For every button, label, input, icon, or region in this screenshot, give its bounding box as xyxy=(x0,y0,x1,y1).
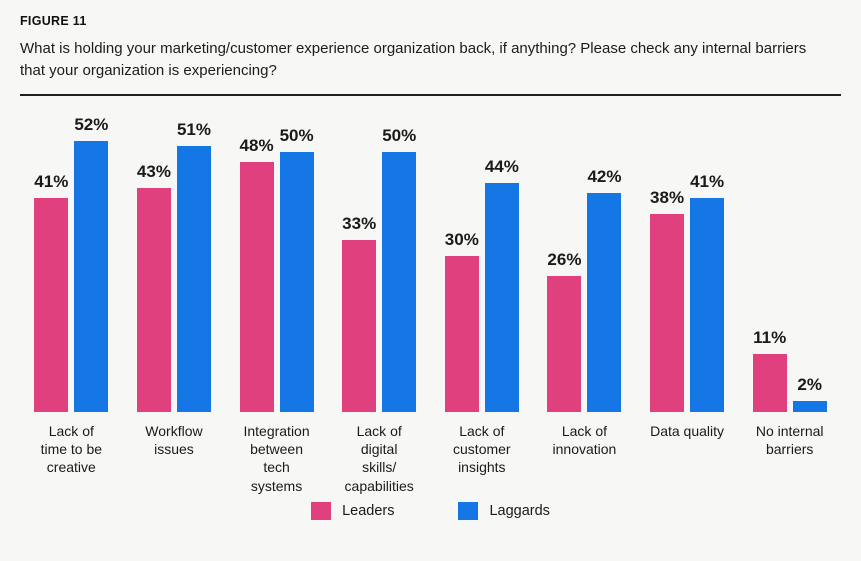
category-label: Lack of digital skills/ capabilities xyxy=(344,422,414,494)
value-label: 30% xyxy=(444,229,479,249)
value-label: 44% xyxy=(484,156,519,176)
bar-group: 11% 2% No internal barriers xyxy=(738,110,841,500)
bar-wrap-laggards: 50% xyxy=(382,126,416,412)
value-label: 2% xyxy=(797,375,822,395)
bar-wrap-laggards: 51% xyxy=(176,120,211,412)
bar-group: 33% 50% Lack of digital skills/ capabiliti… xyxy=(328,110,431,500)
bars-row: 48% 50% xyxy=(237,110,317,412)
bar-wrap-leaders: 43% xyxy=(137,162,171,412)
category-label: Data quality xyxy=(650,422,725,439)
value-label: 43% xyxy=(136,161,171,181)
bar-wrap-leaders: 48% xyxy=(240,136,274,412)
legend-label: Leaders xyxy=(342,502,395,519)
bar-wrap-leaders: 11% xyxy=(752,328,787,412)
divider xyxy=(20,93,841,96)
bars-row: 33% 50% xyxy=(339,110,419,412)
bar-leaders xyxy=(34,198,69,412)
value-label: 11% xyxy=(753,328,787,348)
bars-row: 38% 41% xyxy=(647,110,727,412)
bar-laggards xyxy=(279,151,314,412)
bar-wrap-laggards: 44% xyxy=(485,157,519,412)
legend-swatch-leaders xyxy=(311,501,332,520)
bar-group: 26% 42% Lack of innovation xyxy=(533,110,636,500)
bar-leaders xyxy=(547,276,582,412)
figure-label: FIGURE 11 xyxy=(20,14,87,28)
legend-item-laggards: Laggards xyxy=(458,501,550,520)
bar-wrap-leaders: 33% xyxy=(342,214,376,412)
bar-leaders xyxy=(239,161,274,412)
bar-laggards xyxy=(587,193,622,412)
value-label: 41% xyxy=(690,172,725,192)
bar-wrap-laggards: 41% xyxy=(690,172,725,412)
value-label: 52% xyxy=(74,115,109,135)
bars-row: 30% 44% xyxy=(442,110,522,412)
legend-label: Laggards xyxy=(489,502,550,519)
bar-laggards xyxy=(690,198,725,412)
bar-wrap-leaders: 30% xyxy=(445,230,479,412)
bar-leaders xyxy=(136,187,171,412)
bar-laggards xyxy=(74,141,109,412)
legend-item-leaders: Leaders xyxy=(311,501,395,520)
bar-wrap-leaders: 38% xyxy=(650,188,684,412)
bar-laggards xyxy=(484,182,519,412)
category-label: Workflow issues xyxy=(145,422,203,457)
bar-wrap-leaders: 26% xyxy=(547,250,582,412)
bar-leaders xyxy=(752,354,787,412)
bar-group: 48% 50% Integration between tech systems xyxy=(225,110,328,500)
bar-laggards xyxy=(382,151,417,412)
category-label: Lack of customer insights xyxy=(453,422,511,476)
bar-group: 30% 44% Lack of customer insights xyxy=(431,110,534,500)
category-label: Lack of time to be creative xyxy=(40,422,103,476)
chart-legend: Leaders Laggards xyxy=(20,501,841,520)
bar-wrap-laggards: 42% xyxy=(587,167,622,412)
bars-row: 26% 42% xyxy=(544,110,624,412)
bar-laggards xyxy=(176,146,211,412)
value-label: 48% xyxy=(239,135,274,155)
bar-leaders xyxy=(444,255,479,412)
category-label: Integration between tech systems xyxy=(243,422,310,494)
category-label: No internal barriers xyxy=(755,422,824,457)
value-label: 51% xyxy=(176,120,211,140)
bar-group: 41% 52% Lack of time to be creative xyxy=(20,110,123,500)
value-label: 26% xyxy=(547,250,582,270)
value-label: 38% xyxy=(650,187,685,207)
bars-row: 11% 2% xyxy=(750,110,830,412)
category-label: Lack of innovation xyxy=(552,422,617,457)
value-label: 50% xyxy=(279,125,314,145)
bar-laggards xyxy=(792,401,827,412)
value-label: 42% xyxy=(587,167,622,187)
bars-row: 43% 51% xyxy=(134,110,214,412)
bar-leaders xyxy=(342,239,377,412)
bar-group: 43% 51% Workflow issues xyxy=(123,110,226,500)
bar-leaders xyxy=(650,213,685,412)
figure-card: FIGURE 11 What is holding your marketing… xyxy=(20,14,841,520)
bar-wrap-laggards: 2% xyxy=(792,375,827,412)
bar-wrap-leaders: 41% xyxy=(34,172,69,412)
value-label: 33% xyxy=(342,213,377,233)
chart-plot: 41% 52% Lack of time to be creative 43% 51% W… xyxy=(20,110,841,500)
figure-question: What is holding your marketing/customer … xyxy=(20,40,807,79)
legend-swatch-laggards xyxy=(458,501,479,520)
bar-wrap-laggards: 52% xyxy=(74,115,109,412)
bar-wrap-laggards: 50% xyxy=(280,126,314,412)
bar-group: 38% 41% Data quality xyxy=(636,110,739,500)
bars-row: 41% 52% xyxy=(31,110,111,412)
value-label: 41% xyxy=(34,172,69,192)
value-label: 50% xyxy=(382,125,417,145)
